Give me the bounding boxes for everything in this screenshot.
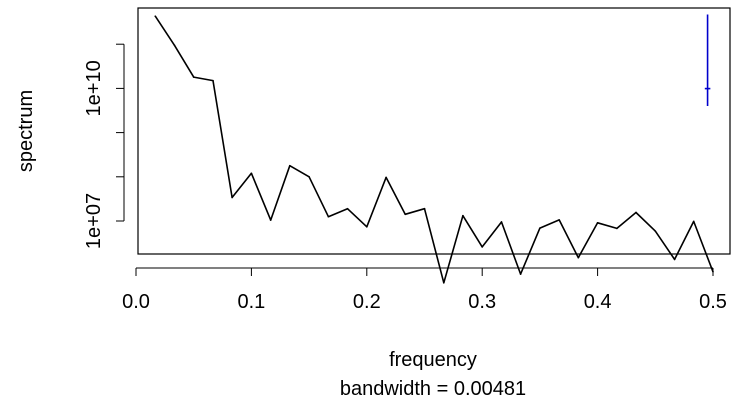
spectrum-point (596, 222, 599, 224)
x-tick-label: 0.4 (584, 291, 612, 313)
spectrum-point (423, 207, 426, 210)
spectrum-point (500, 221, 503, 223)
spectrum-point (673, 258, 676, 261)
spectrum-point (692, 220, 695, 223)
spectrum-point (173, 44, 176, 46)
y-tick-label: 1e+10 (83, 60, 105, 116)
spectrum-point (192, 76, 195, 78)
x-tick-label: 0.1 (237, 291, 265, 313)
spectrum-point (481, 246, 484, 248)
spectrum-point (616, 227, 618, 230)
x-tick-label: 0.2 (353, 291, 381, 313)
x-axis: 0.0 0.1 0.2 0.3 0.4 0.5 (122, 267, 727, 313)
spectrum-point (654, 230, 657, 232)
spectrum-point (519, 273, 522, 275)
spectrum-point (462, 214, 464, 217)
spectrum-point (308, 176, 310, 178)
x-tick-label: 0.3 (468, 291, 496, 313)
y-tick-label: 1e+07 (83, 193, 105, 249)
plot-frame (137, 7, 731, 255)
x-tick-label: 0.5 (699, 291, 727, 313)
spectrum-point (346, 207, 349, 210)
spectrum-point (385, 176, 387, 179)
x-axis-label: frequency (389, 349, 477, 371)
spectrum-point (231, 196, 233, 199)
x-tick-label: 0.0 (122, 291, 150, 313)
spectrum-point (212, 79, 214, 82)
spectrum-point (250, 172, 253, 175)
bandwidth-label: bandwidth = 0.00481 (340, 378, 526, 400)
y-axis-label: spectrum (15, 90, 37, 172)
spectrum-point (269, 219, 272, 221)
spectrum-point (404, 213, 407, 216)
bandwidth-marker (704, 14, 711, 106)
spectrum-point (635, 211, 637, 214)
y-axis: 1e+07 1e+10 (83, 43, 125, 249)
spectrum-point (366, 225, 368, 228)
spectrum-point (327, 215, 330, 218)
spectrum-point (539, 227, 541, 229)
spectrum-point (442, 281, 445, 284)
series-layer (154, 15, 714, 284)
spectrum-point (577, 256, 580, 259)
spectrum-point (154, 15, 157, 18)
spectrum-point (289, 164, 291, 167)
spectrum-point (712, 270, 714, 273)
spectrum-line (154, 15, 714, 284)
spectrum-point (558, 219, 560, 221)
